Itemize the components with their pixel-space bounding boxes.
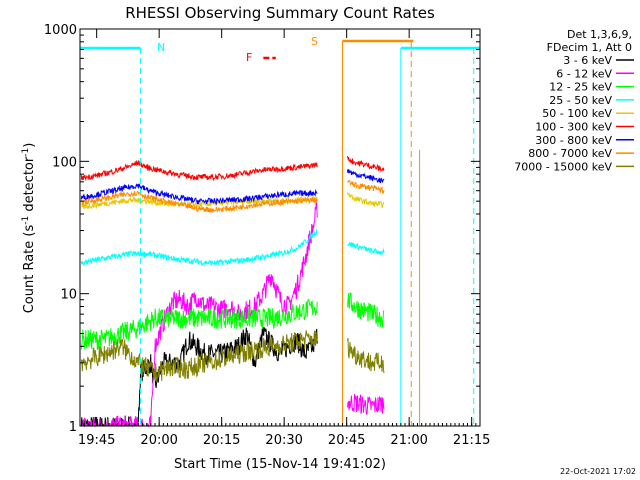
y-label-mid: detector <box>22 156 37 216</box>
footer-date: 22-Oct-2021 17:02 <box>560 467 636 476</box>
series-line <box>80 194 318 210</box>
x-tick-label: 19:45 <box>78 433 115 448</box>
y-tick-label: 100 <box>52 155 77 170</box>
series-line <box>347 394 385 415</box>
x-tick-label: 20:30 <box>265 433 302 448</box>
series-line <box>80 330 318 383</box>
y-label-sup1: -1 <box>21 216 31 225</box>
y-tick-label: 1000 <box>44 23 77 38</box>
y-tick-label: 1 <box>69 420 77 435</box>
night-label: N <box>157 41 165 54</box>
x-tick-label: 20:45 <box>328 433 365 448</box>
series-line <box>347 241 385 256</box>
series-line <box>81 201 318 428</box>
y-axis: 1 10 100 1000 <box>44 23 480 435</box>
saa-label: S <box>311 35 318 48</box>
series-line <box>80 299 318 350</box>
x-axis-label: Start Time (15-Nov-14 19:41:02) <box>174 457 386 472</box>
y-label-sup2: -1 <box>21 148 31 157</box>
series-line <box>80 228 318 267</box>
series-line <box>80 183 318 206</box>
series-layer <box>80 156 385 428</box>
x-tick-label: 20:00 <box>140 433 177 448</box>
y-label-end: ) <box>22 143 37 148</box>
series-line <box>347 156 385 173</box>
y-axis-label: Count Rate (s-1 detector-1) <box>21 143 37 314</box>
legend-header-2: FDecim 1, Att 0 <box>547 41 632 54</box>
legend-header-1: Det 1,3,6,9, <box>567 28 632 41</box>
legend-item-label: 7000 - 15000 keV <box>514 160 612 173</box>
series-line <box>80 159 318 182</box>
x-axis: 19:45 20:00 20:15 20:30 20:45 21:00 21:15 <box>78 29 490 448</box>
chart-title: RHESSI Observing Summary Count Rates <box>125 4 435 22</box>
series-line <box>347 292 385 328</box>
overlay-layer: N S F <box>80 35 480 426</box>
legend-item-label: 100 - 300 keV <box>535 121 612 134</box>
series-line <box>347 169 385 184</box>
x-tick-label: 21:15 <box>453 433 490 448</box>
legend-item-label: 3 - 6 keV <box>563 54 612 67</box>
series-line <box>347 192 385 208</box>
legend-item-label: 50 - 100 keV <box>542 107 612 120</box>
legend-item-label: 25 - 50 keV <box>549 94 612 107</box>
x-tick-label: 21:00 <box>390 433 427 448</box>
series-line <box>80 190 318 214</box>
legend-item-label: 12 - 25 keV <box>549 81 612 94</box>
y-tick-label: 10 <box>60 288 77 303</box>
legend-item-label: 800 - 7000 keV <box>528 147 612 160</box>
y-label-main: Count Rate (s <box>22 225 37 314</box>
x-tick-label: 20:15 <box>203 433 240 448</box>
legend-item-label: 300 - 800 keV <box>535 134 612 147</box>
flare-label: F <box>246 51 252 64</box>
series-line <box>347 338 385 374</box>
legend-item-label: 6 - 12 keV <box>556 67 612 80</box>
legend: Det 1,3,6,9, FDecim 1, Att 0 3 - 6 keV6 … <box>514 28 634 173</box>
series-line <box>347 179 385 195</box>
